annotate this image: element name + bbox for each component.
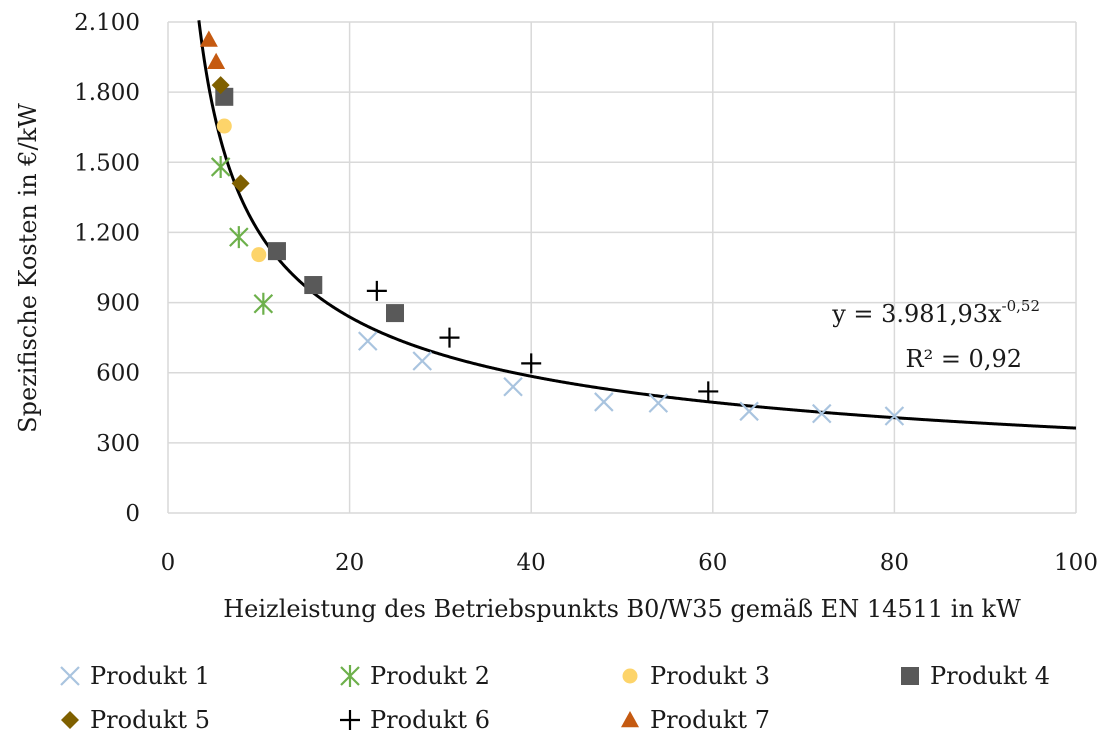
point-plus-6-3 (521, 353, 542, 374)
legend-label: Produkt 7 (650, 706, 770, 734)
legend-item: Produkt 6 (340, 706, 490, 734)
point-x-1-7 (811, 403, 832, 424)
legend-item: Produkt 1 (60, 662, 210, 690)
point-x-1-6 (739, 401, 759, 422)
y-tick-label: 1.200 (74, 220, 140, 246)
point-square-4-4 (386, 304, 404, 323)
y-axis-label: Spezifische Kosten in €/kW (14, 103, 42, 433)
y-tick-label: 1.800 (74, 80, 140, 106)
point-asterisk-2-1 (210, 155, 231, 178)
x-tick-label: 80 (880, 550, 909, 576)
point-x-1-1 (357, 331, 378, 351)
point-x-1-5 (648, 393, 669, 413)
legend-marker-square (901, 667, 919, 685)
legend-marker-asterisk (340, 665, 360, 687)
legend-label: Produkt 4 (930, 662, 1050, 690)
legend-item: Produkt 7 (621, 706, 770, 734)
point-triangle-7-2 (207, 52, 226, 69)
legend-label: Produkt 6 (370, 706, 490, 734)
legend-item: Produkt 3 (622, 662, 770, 690)
y-tick-label: 600 (96, 361, 140, 387)
legend-label: Produkt 3 (650, 662, 770, 690)
point-x-1-3 (503, 376, 523, 397)
point-x-1-8 (884, 406, 905, 426)
legend-marker-plus (340, 710, 360, 730)
point-x-1-2 (412, 351, 433, 371)
r-squared: R² = 0,92 (906, 345, 1023, 373)
legend-marker-diamond (61, 711, 79, 729)
y-tick-label: 900 (96, 291, 140, 317)
tick-labels: 0 300 600 900 1.200 1.500 1.800 2.100 0 20 40 60 80 1… (74, 10, 1098, 576)
point-circle-3-2 (251, 247, 267, 263)
legend-label: Produkt 1 (90, 662, 210, 690)
x-tick-label: 40 (517, 550, 546, 576)
legend-item: Produkt 5 (61, 706, 210, 734)
trendline-power (197, 20, 1077, 430)
point-plus-6-2 (439, 327, 460, 348)
legend-marker-x (60, 666, 80, 686)
legend-label: Produkt 5 (90, 706, 210, 734)
legend-label: Produkt 2 (370, 662, 490, 690)
legend-marker-triangle (621, 711, 639, 728)
point-asterisk-2-2 (229, 226, 249, 249)
y-tick-label: 2.100 (74, 10, 140, 36)
legend-item: Produkt 2 (340, 662, 490, 690)
legend-item: Produkt 4 (901, 662, 1050, 690)
x-tick-label: 60 (698, 550, 727, 576)
point-plus-6-1 (366, 280, 387, 301)
data-points (199, 30, 905, 426)
legend: Produkt 1 Produkt 2 Produkt 3 Produkt 4 Prod… (60, 662, 1050, 734)
equation-prefix: y = 3.981,93x (831, 300, 1002, 328)
point-triangle-7-1 (199, 30, 218, 47)
x-tick-label: 100 (1054, 550, 1098, 576)
point-asterisk-2-3 (253, 292, 274, 315)
point-x-1-4 (594, 392, 614, 412)
point-square-4-2 (267, 242, 286, 261)
x-tick-label: 20 (335, 550, 364, 576)
point-diamond-5-2 (231, 174, 250, 193)
point-circle-3-1 (216, 118, 232, 134)
x-axis-label: Heizleistung des Betriebspunkts B0/W35 g… (223, 595, 1021, 623)
point-square-4-3 (304, 276, 323, 295)
x-tick-label: 0 (161, 550, 176, 576)
grid (167, 21, 1077, 514)
y-tick-label: 1.500 (74, 150, 140, 176)
y-tick-label: 300 (96, 431, 140, 457)
y-tick-label: 0 (125, 501, 140, 527)
point-plus-6-4 (698, 381, 719, 402)
trendline-equation: y = 3.981,93x-0,52 (831, 297, 1040, 328)
point-diamond-5-1 (211, 76, 230, 95)
legend-marker-circle (622, 668, 638, 684)
equation-exponent: -0,52 (1002, 297, 1040, 315)
